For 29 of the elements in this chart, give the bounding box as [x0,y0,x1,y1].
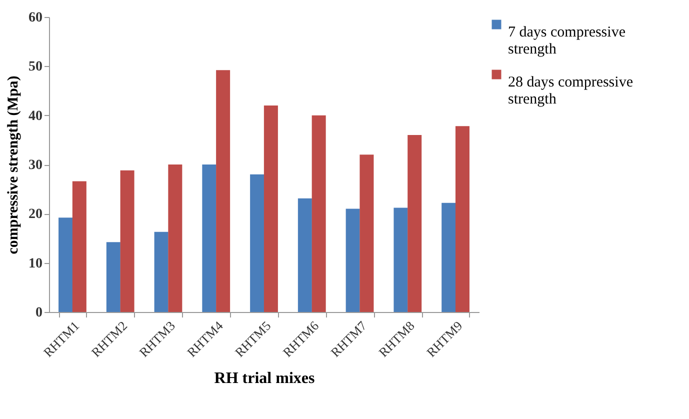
legend-label: 7 days compressive strength [508,24,626,58]
bar [455,126,470,312]
bar [442,202,456,312]
y-tick-label: 40 [28,108,42,124]
y-tick-label: 20 [28,207,42,222]
bar [120,170,134,312]
legend-label: 28 days compressive strength [508,74,634,108]
bar [264,106,278,312]
y-tick-label: 50 [28,60,42,75]
bar [312,115,326,312]
y-tick-label: 10 [28,256,42,272]
y-tick-label: 60 [28,10,42,26]
bar [154,232,168,312]
bar [408,135,422,312]
x-axis-title: RH trial mixes [214,370,315,387]
bar [250,174,264,312]
bar [360,154,374,312]
bar [346,208,360,312]
bar [202,164,216,312]
y-axis-title: compressive strength (Mpa) [6,76,22,254]
bar [106,242,120,312]
bar [168,164,182,312]
bar [72,181,86,312]
bar [58,218,73,312]
bar [216,70,230,312]
bar [394,208,408,312]
y-tick-label: 0 [36,306,42,320]
y-tick-label: 30 [28,158,42,173]
bar [298,198,312,312]
